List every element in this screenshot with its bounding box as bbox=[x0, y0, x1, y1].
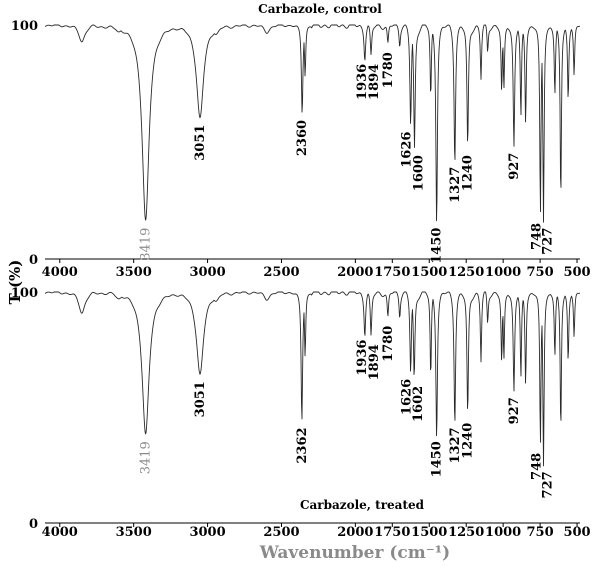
peak-label-1450: 1450 bbox=[430, 441, 445, 477]
y-ticks-control: 0 100 bbox=[11, 19, 38, 268]
x-tick-label: 500 bbox=[563, 265, 590, 280]
x-tick-label: 4000 bbox=[42, 265, 78, 280]
x-tick-label: 1500 bbox=[411, 525, 447, 540]
peak-label-1600: 1600 bbox=[412, 155, 427, 191]
x-tick-label: 1250 bbox=[448, 265, 484, 280]
peak-label-3419: 3419 bbox=[139, 228, 154, 261]
y-tick-label: 0 bbox=[29, 253, 38, 268]
x-tick-label: 2500 bbox=[263, 525, 299, 540]
peak-label-1327: 1327 bbox=[448, 427, 463, 463]
y-tick-label: 100 bbox=[11, 19, 38, 34]
x-tick-label: 1750 bbox=[374, 525, 410, 540]
peak-label-3419: 3419 bbox=[139, 441, 154, 474]
peak-label-927: 927 bbox=[507, 397, 522, 424]
x-ticks-treated: 4000 3500 3000 2500 2000 1750 1500 1250 1000 750 5… bbox=[42, 523, 591, 540]
peak-label-748: 748 bbox=[529, 453, 544, 480]
peak-label-1894: 1894 bbox=[367, 64, 382, 100]
peak-label-2360: 2360 bbox=[295, 120, 310, 156]
peak-label-1626: 1626 bbox=[400, 132, 415, 168]
peak-label-3051: 3051 bbox=[193, 125, 208, 161]
panel-control: Carbazole, control 4000 3500 3000 2500 2000 1… bbox=[11, 2, 591, 280]
x-tick-label: 500 bbox=[563, 525, 590, 540]
peak-label-727: 727 bbox=[540, 228, 555, 255]
y-ticks-treated: 0 100 bbox=[11, 286, 38, 532]
x-tick-label: 2500 bbox=[263, 265, 299, 280]
peak-label-3051: 3051 bbox=[193, 381, 208, 417]
spectrum-line-control bbox=[44, 24, 580, 223]
panel-title-treated: Carbazole, treated bbox=[300, 498, 425, 512]
panel-title-control: Carbazole, control bbox=[258, 2, 382, 16]
spectrum-line-treated bbox=[44, 291, 580, 467]
x-tick-label: 2000 bbox=[337, 265, 373, 280]
peak-label-1894: 1894 bbox=[367, 344, 382, 380]
peak-label-727: 727 bbox=[540, 471, 555, 498]
x-tick-label: 1750 bbox=[374, 265, 410, 280]
x-tick-label: 2000 bbox=[337, 525, 373, 540]
peak-label-927: 927 bbox=[507, 153, 522, 180]
peak-label-1780: 1780 bbox=[381, 326, 396, 362]
peak-label-1240: 1240 bbox=[461, 423, 476, 459]
peak-label-1626: 1626 bbox=[400, 379, 415, 415]
peak-label-1327: 1327 bbox=[448, 167, 463, 203]
x-tick-label: 1000 bbox=[485, 525, 521, 540]
x-tick-label: 1000 bbox=[485, 265, 521, 280]
x-axis-label: Wavenumber (cm⁻¹) bbox=[259, 543, 450, 563]
peak-label-1780: 1780 bbox=[381, 52, 396, 88]
peak-label-1602: 1602 bbox=[411, 386, 426, 422]
x-tick-label: 750 bbox=[527, 265, 554, 280]
x-tick-label: 1250 bbox=[448, 525, 484, 540]
x-tick-label: 3500 bbox=[116, 525, 152, 540]
y-axis-label: T (%) bbox=[6, 260, 24, 305]
panel-treated: Carbazole, treated 4000 3500 3000 2500 2000 1… bbox=[11, 286, 591, 540]
x-tick-label: 3500 bbox=[116, 265, 152, 280]
peak-label-1936: 1936 bbox=[355, 64, 370, 100]
x-tick-label: 750 bbox=[527, 525, 554, 540]
x-tick-label: 4000 bbox=[42, 525, 78, 540]
y-tick-label: 100 bbox=[11, 286, 38, 301]
x-tick-label: 1500 bbox=[411, 265, 447, 280]
peak-label-1936: 1936 bbox=[355, 340, 370, 376]
peak-label-2362: 2362 bbox=[295, 427, 310, 463]
x-tick-label: 3000 bbox=[189, 525, 225, 540]
y-tick-label: 0 bbox=[29, 517, 38, 532]
peak-label-748: 748 bbox=[529, 223, 544, 250]
x-ticks-control: 4000 3500 3000 2500 2000 1750 1500 1250 1000 750 5… bbox=[42, 259, 591, 280]
peak-label-1240: 1240 bbox=[461, 155, 476, 191]
peak-label-1450: 1450 bbox=[430, 228, 445, 264]
x-tick-label: 3000 bbox=[189, 265, 225, 280]
